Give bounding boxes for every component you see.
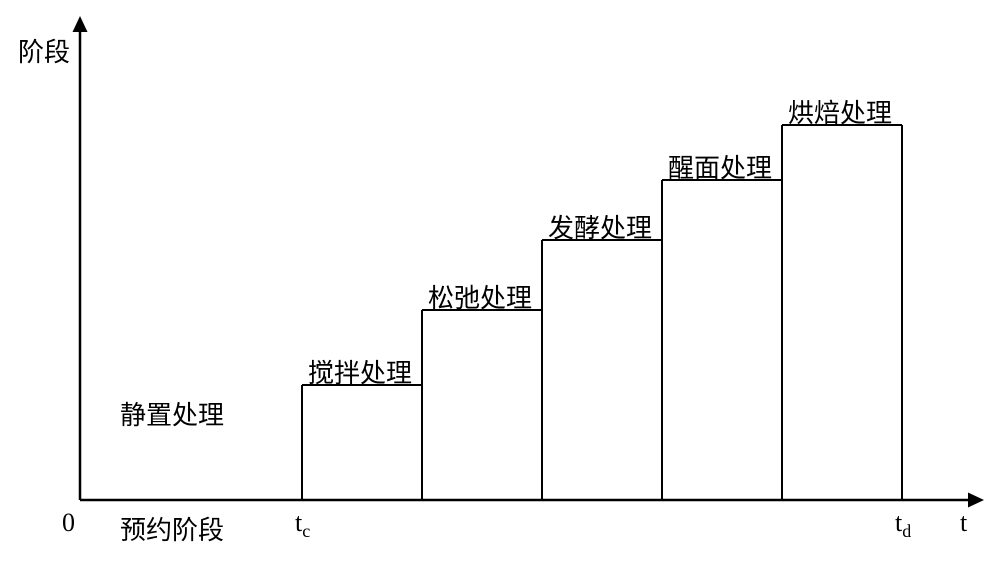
- y-axis-label: 阶段: [18, 32, 70, 69]
- x-tick-tc: tc: [295, 508, 310, 542]
- bar-label-1: 松弛处理: [428, 278, 532, 315]
- bar-label-4: 烘焙处理: [788, 93, 892, 130]
- step-bar-chart: 阶段 0 t 预约阶段 tc td 静置处理 搅拌处理 松弛处理发酵处理醒面处理烘…: [0, 0, 1000, 562]
- x-tick-reservation: 预约阶段: [120, 510, 224, 547]
- bar-label-3: 醒面处理: [668, 148, 772, 185]
- x-axis-label: t: [960, 508, 967, 538]
- x-tick-td: td: [895, 508, 911, 542]
- bar-label-0: 搅拌处理: [308, 353, 412, 390]
- origin-label: 0: [62, 508, 75, 538]
- phase-resting-label: 静置处理: [120, 395, 224, 432]
- bar-label-2: 发酵处理: [548, 208, 652, 245]
